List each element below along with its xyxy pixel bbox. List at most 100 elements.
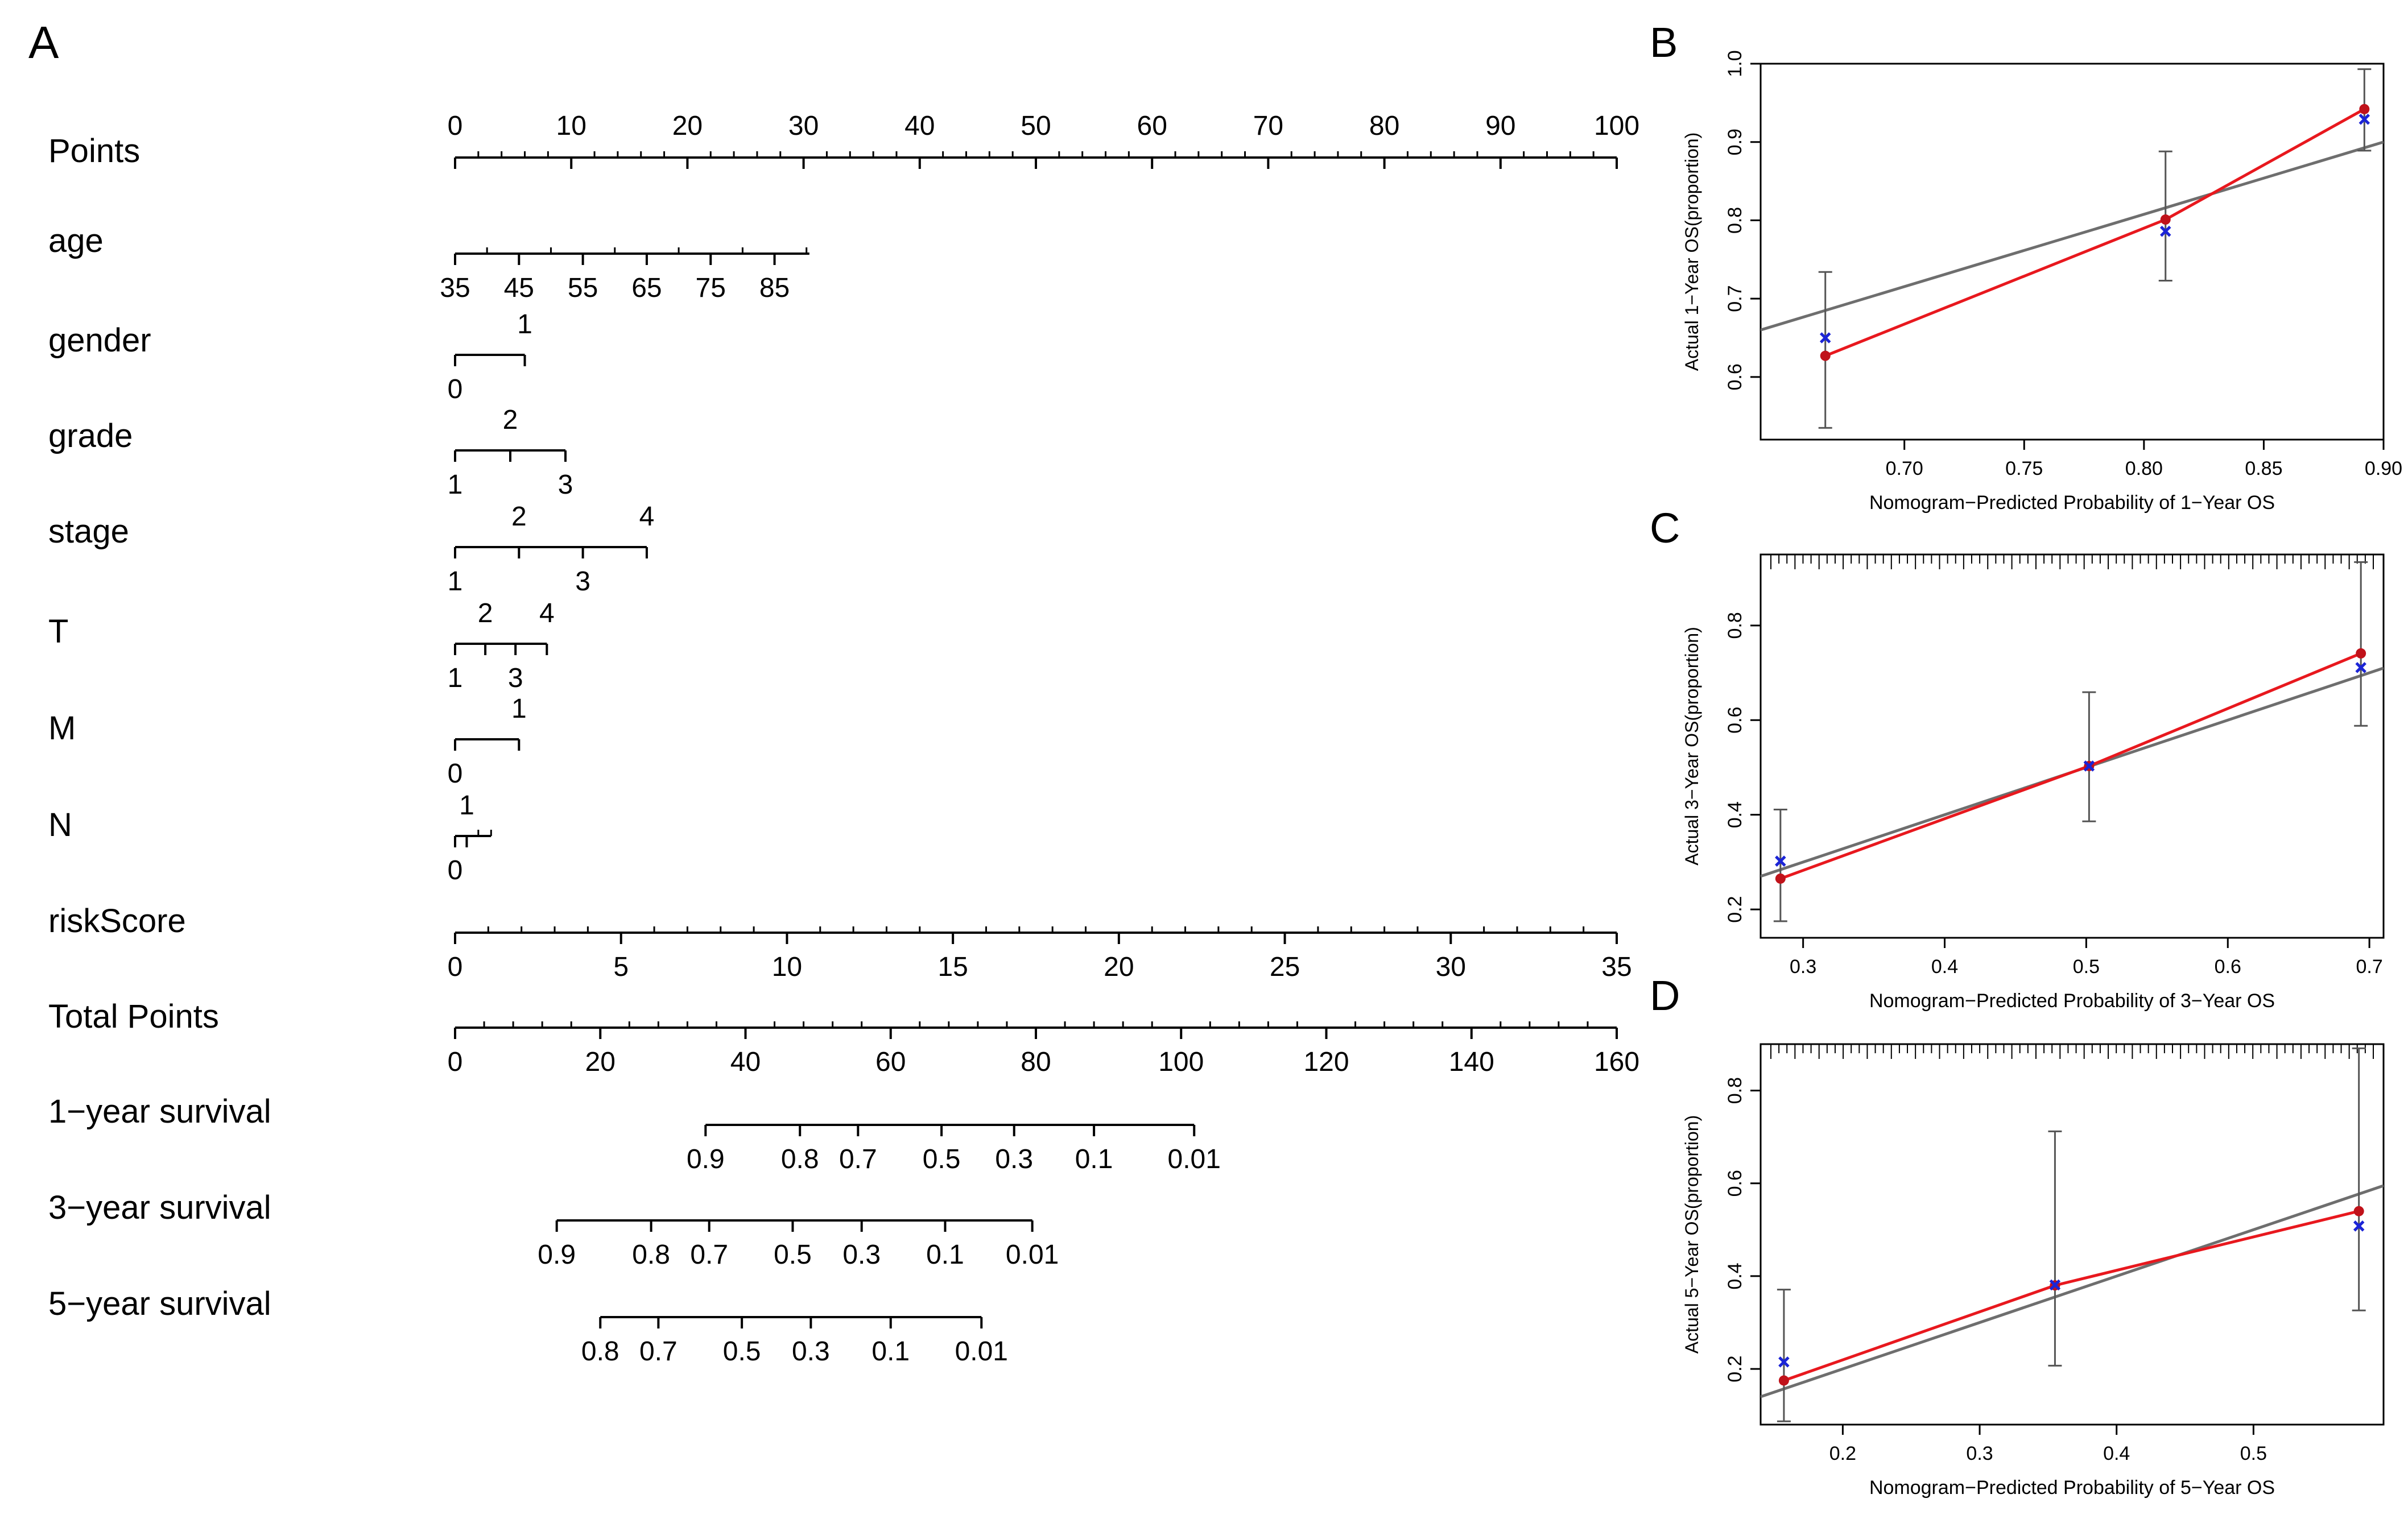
panel-label-c: C: [1650, 504, 1680, 552]
nomogram-tick-label-total-points: 20: [585, 1047, 616, 1077]
nomogram-tick-label-3-year-survival: 0.8: [632, 1240, 670, 1270]
nomogram-label-gender: gender: [48, 322, 151, 359]
nomogram-tick-label-age: 65: [631, 273, 662, 303]
nomogram-tick-label-1-year-survival: 0.9: [687, 1144, 725, 1174]
ideal-line-b: [1761, 140, 2384, 332]
nomogram-tick-label-3-year-survival: 0.7: [690, 1240, 728, 1270]
plot-frame-b: [1759, 63, 2385, 441]
nomogram-tick-label-m: 1: [511, 694, 527, 724]
nomogram-tick-label-total-points: 40: [730, 1047, 761, 1077]
nomogram-label-5-year-survival: 5−year survival: [48, 1285, 271, 1322]
bias-corrected-point-b: [2159, 225, 2171, 237]
nomogram-tick-label-total-points: 160: [1594, 1047, 1639, 1077]
nomogram-tick-label-m: 0: [448, 759, 463, 789]
nomogram-tick-label-total-points: 120: [1303, 1047, 1349, 1077]
x-axis-title-b: Nomogram−Predicted Probability of 1−Year…: [1869, 492, 2275, 514]
bias-corrected-point-d: [2049, 1279, 2061, 1291]
nomogram-tick-label-t: 4: [539, 598, 555, 628]
y-tick-label-b: 0.7: [1724, 285, 1746, 312]
x-tick-label-c: 0.7: [2356, 956, 2382, 978]
nomogram-label-n: N: [48, 806, 72, 843]
nomogram-label-t: T: [48, 613, 68, 650]
x-tick-label-b: 0.70: [1886, 458, 1923, 479]
y-tick-label-c: 0.6: [1724, 707, 1746, 734]
nomogram-tick-label-points: 80: [1369, 111, 1399, 141]
observed-point-b: [2359, 104, 2370, 114]
nomogram-tick-label-3-year-survival: 0.9: [538, 1240, 576, 1270]
y-tick-label-b: 0.9: [1724, 129, 1746, 155]
calibration-plot-5-year: 0.2 0.3 0.4 0.5 0.2 0.4 0.6 0.8 Nomogram−Predict…: [1682, 1043, 2385, 1499]
nomogram-tick-label-1-year-survival: 0.01: [1168, 1144, 1221, 1174]
x-tick-label-c: 0.6: [2215, 956, 2241, 978]
nomogram-tick-label-1-year-survival: 0.8: [781, 1144, 819, 1174]
bias-corrected-point-c: [2355, 662, 2366, 673]
nomogram-tick-label-5-year-survival: 0.5: [723, 1336, 761, 1367]
x-axis-title-c: Nomogram−Predicted Probability of 3−Year…: [1869, 990, 2275, 1012]
nomogram-tick-label-points: 100: [1594, 111, 1639, 141]
nomogram-tick-label-stage: 1: [448, 566, 463, 597]
nomogram-tick-label-t: 2: [478, 598, 493, 628]
nomogram-tick-label-1-year-survival: 0.3: [995, 1144, 1033, 1174]
nomogram-tick-label-5-year-survival: 0.7: [639, 1336, 678, 1367]
bias-corrected-point-d: [1778, 1356, 1790, 1368]
nomogram-tick-label-riskscore: 15: [937, 952, 968, 982]
x-tick-label-c: 0.5: [2073, 956, 2100, 978]
x-tick-label-d: 0.4: [2103, 1443, 2130, 1464]
nomogram-tick-label-t: 3: [508, 663, 523, 693]
observed-line-b: [1824, 107, 2365, 357]
nomogram-tick-label-total-points: 80: [1021, 1047, 1051, 1077]
x-axis-title-d: Nomogram−Predicted Probability of 5−Year…: [1869, 1477, 2275, 1499]
bias-corrected-point-c: [1775, 855, 1786, 867]
nomogram-label-m: M: [48, 710, 76, 747]
nomogram-tick-label-n: 1: [459, 790, 474, 821]
y-tick-label-d: 0.6: [1724, 1170, 1746, 1197]
nomogram-tick-label-riskscore: 5: [613, 952, 629, 982]
y-tick-label-b: 1.0: [1724, 50, 1746, 77]
calibration-plot-3-year: 0.3 0.4 0.5 0.6 0.7 0.2 0.4 0.6 0.8 Nomogram−Pred…: [1682, 553, 2385, 1012]
nomogram-tick-label-total-points: 100: [1158, 1047, 1204, 1077]
observed-point-b: [1820, 350, 1831, 361]
observed-point-c: [1775, 873, 1786, 884]
nomogram-tick-label-riskscore: 10: [772, 952, 802, 982]
nomogram-tick-label-riskscore: 30: [1436, 952, 1466, 982]
calibration-plot-1-year: 0.70 0.75 0.80 0.85 0.90 0.6 0.7 0.8 0.9 1.0 Nomog…: [1682, 50, 2402, 514]
nomogram-label-riskscore: riskScore: [48, 903, 186, 939]
plot-frame-c: [1759, 553, 2385, 939]
panel-label-d: D: [1650, 972, 1680, 1019]
nomogram-tick-label-5-year-survival: 0.8: [581, 1336, 619, 1367]
nomogram-tick-label-riskscore: 20: [1104, 952, 1134, 982]
bias-corrected-point-b: [1819, 332, 1831, 343]
nomogram-tick-label-grade: 3: [558, 470, 573, 500]
observed-point-c: [2356, 648, 2366, 659]
nomogram-label-total-points: Total Points: [48, 998, 219, 1035]
x-tick-label-b: 0.90: [2365, 458, 2402, 479]
nomogram-tick-label-gender: 0: [448, 374, 463, 404]
nomogram-tick-label-stage: 2: [511, 502, 527, 532]
nomogram-tick-label-5-year-survival: 0.3: [792, 1336, 830, 1367]
nomogram-tick-label-gender: 1: [517, 309, 532, 340]
nomogram-tick-label-age: 55: [568, 273, 598, 303]
nomogram-tick-label-1-year-survival: 0.7: [839, 1144, 877, 1174]
nomogram-tick-label-5-year-survival: 0.1: [871, 1336, 910, 1367]
nomogram-label-3-year-survival: 3−year survival: [48, 1189, 271, 1226]
y-tick-label-d: 0.8: [1724, 1077, 1746, 1104]
observed-point-d: [2353, 1206, 2364, 1216]
observed-line-d: [1783, 1210, 2360, 1382]
y-tick-label-c: 0.2: [1724, 896, 1746, 922]
nomogram-tick-label-3-year-survival: 0.3: [842, 1240, 881, 1270]
nomogram-label-points: Points: [48, 133, 140, 169]
y-tick-label-c: 0.4: [1724, 801, 1746, 828]
nomogram-tick-label-stage: 3: [575, 566, 590, 597]
y-tick-label-d: 0.2: [1724, 1355, 1746, 1382]
bias-corrected-point-d: [2353, 1220, 2365, 1232]
nomogram-tick-label-riskscore: 35: [1601, 952, 1632, 982]
nomogram-label-stage: stage: [48, 513, 129, 550]
observed-point-d: [1778, 1375, 1789, 1386]
nomogram-tick-label-total-points: 60: [875, 1047, 906, 1077]
y-axis-title-b: Actual 1−Year OS(proportion): [1682, 133, 1702, 371]
x-tick-label-c: 0.3: [1790, 956, 1816, 978]
nomogram-tick-label-age: 45: [504, 273, 534, 303]
nomogram-tick-label-points: 20: [672, 111, 703, 141]
nomogram-tick-label-points: 30: [788, 111, 819, 141]
